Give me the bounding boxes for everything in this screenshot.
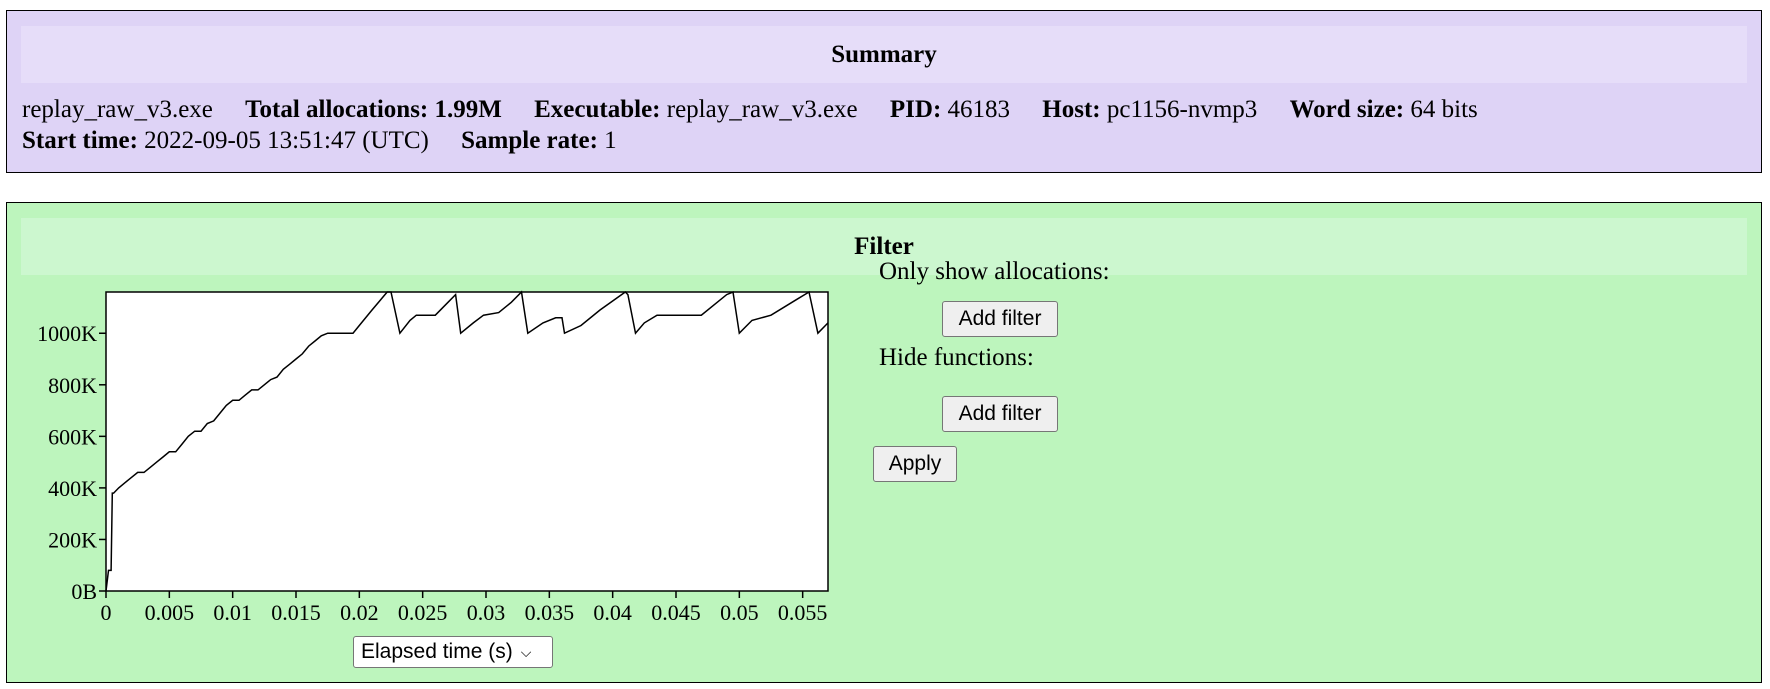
sample-rate-value: 1	[604, 127, 617, 154]
total-allocations-value: 1.99M	[434, 96, 502, 123]
word-size-label: Word size:	[1289, 96, 1405, 123]
host-value: pc1156-nvmp3	[1106, 96, 1258, 123]
summary-line-1: replay_raw_v3.exe Total allocations: 1.9…	[22, 96, 1504, 124]
summary-title: Summary	[831, 40, 937, 68]
host: Host: pc1156-nvmp3	[1042, 96, 1257, 123]
filter-header: Filter	[21, 218, 1747, 275]
executable-label: Executable:	[534, 96, 661, 123]
x-tick-label: 0.04	[593, 600, 632, 625]
add-filter-hide-functions-button[interactable]: Add filter	[942, 396, 1058, 432]
x-tick-label: 0.01	[213, 600, 252, 625]
y-tick-label: 0B	[71, 579, 97, 604]
x-axis-select-value: Elapsed time (s)	[361, 640, 513, 663]
sample-rate: Sample rate: 1	[461, 127, 617, 154]
executable: Executable: replay_raw_v3.exe	[534, 96, 858, 123]
memory-series-line	[105, 290, 829, 592]
summary-panel: Summary replay_raw_v3.exe Total allocati…	[6, 10, 1762, 173]
x-tick-label: 0.005	[145, 600, 195, 625]
total-allocations-label: Total allocations:	[245, 96, 429, 123]
summary-header: Summary	[21, 26, 1747, 83]
memory-chart: 0 0.005 0.01 0.015 0.02 0.025 0.03 0.035 0.04 0.0…	[37, 290, 829, 625]
x-axis-select[interactable]: Elapsed time (s) ⌵	[353, 636, 553, 668]
x-tick-label: 0.03	[467, 600, 506, 625]
x-tick-label: 0.055	[778, 600, 828, 625]
word-size-value: 64 bits	[1410, 96, 1478, 123]
x-tick-label: 0	[101, 600, 112, 625]
start-time-label: Start time:	[22, 127, 138, 154]
x-tick-label: 0.015	[271, 600, 321, 625]
x-tick-label: 0.035	[525, 600, 575, 625]
sample-rate-label: Sample rate:	[461, 127, 598, 154]
host-label: Host:	[1042, 96, 1101, 123]
y-tick-label: 200K	[48, 527, 97, 552]
summary-line-2: Start time: 2022-09-05 13:51:47 (UTC) Sa…	[22, 127, 643, 155]
y-tick-label: 800K	[48, 373, 97, 398]
x-tick-label: 0.045	[651, 600, 701, 625]
program-name: replay_raw_v3.exe	[22, 96, 213, 123]
total-allocations: Total allocations: 1.99M	[245, 96, 502, 123]
y-tick-label: 600K	[48, 424, 97, 449]
x-tick-label: 0.025	[398, 600, 448, 625]
x-tick-label: 0.05	[720, 600, 759, 625]
add-filter-allocations-button[interactable]: Add filter	[942, 301, 1058, 337]
apply-button[interactable]: Apply	[873, 446, 957, 482]
pid-label: PID:	[889, 96, 942, 123]
word-size: Word size: 64 bits	[1290, 96, 1478, 123]
executable-value: replay_raw_v3.exe	[666, 96, 858, 123]
only-show-allocations-label: Only show allocations:	[879, 258, 1110, 285]
hide-functions-label: Hide functions:	[879, 344, 1034, 371]
chevron-down-icon: ⌵	[520, 643, 532, 660]
pid: PID: 46183	[890, 96, 1010, 123]
start-time: Start time: 2022-09-05 13:51:47 (UTC)	[22, 127, 429, 154]
x-tick-label: 0.02	[340, 600, 379, 625]
start-time-value: 2022-09-05 13:51:47 (UTC)	[144, 127, 429, 154]
plot-area	[105, 291, 829, 592]
y-tick-label: 1000K	[37, 321, 97, 346]
filter-title: Filter	[854, 232, 914, 260]
y-tick-label: 400K	[48, 476, 97, 501]
filter-panel: Filter 0 0.005 0.01 0.015 0.02 0.025 0.03 0.035…	[6, 202, 1762, 683]
pid-value: 46183	[947, 96, 1011, 123]
